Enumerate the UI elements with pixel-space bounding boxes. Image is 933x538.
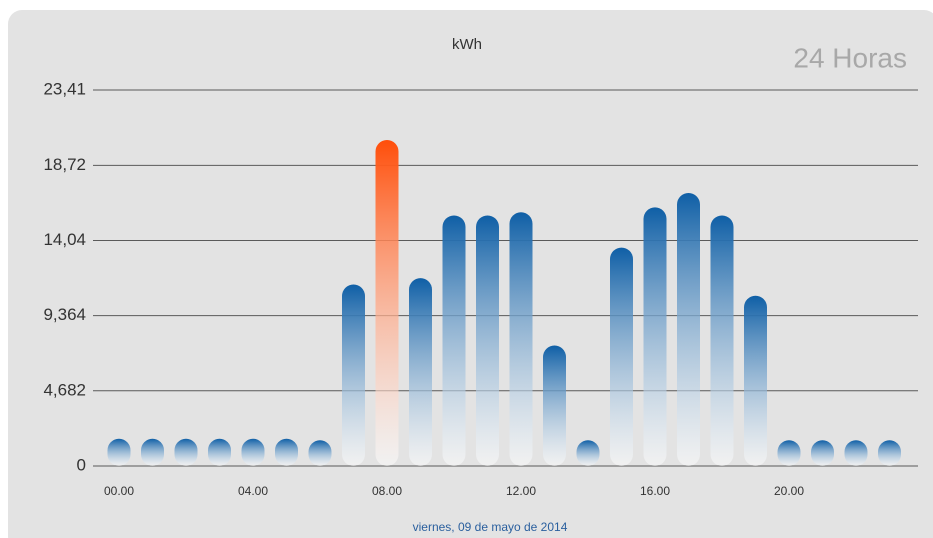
corner-label: 24 Horas [793,42,907,73]
chart-title: kWh [452,36,482,53]
bar [375,139,399,467]
y-tick-label: 4,682 [43,380,86,399]
bar [677,192,700,467]
bar [610,247,633,466]
bar [342,284,365,466]
bar [509,212,533,466]
x-tick-label: 00.00 [104,484,134,498]
bar [107,438,131,466]
bar [643,207,667,466]
bar [811,440,834,466]
bar [141,438,164,466]
bar [710,215,734,466]
bar [174,438,198,466]
x-tick-label: 20.00 [774,484,804,498]
x-tick-label: 16.00 [640,484,670,498]
bar [844,440,868,466]
bar [308,440,332,466]
bar [878,440,901,466]
y-tick-label: 18,72 [43,155,86,174]
x-tick-label: 04.00 [238,484,268,498]
x-tick-label: 12.00 [506,484,536,498]
y-tick-label: 0 [77,455,86,474]
panel [8,10,933,538]
bar [744,295,767,466]
y-tick-label: 9,364 [43,305,86,324]
bar [777,440,801,466]
x-tick-label: 08.00 [372,484,402,498]
bar [241,438,265,466]
y-tick-label: 14,04 [43,230,86,249]
x-axis-label: viernes, 09 de mayo de 2014 [413,520,568,534]
bar [442,215,466,466]
y-tick-label: 23,41 [43,79,86,98]
bar [576,440,600,466]
bar [543,345,566,466]
bar [208,438,231,466]
bar [476,215,499,466]
bar [275,438,298,466]
bar [409,278,432,466]
